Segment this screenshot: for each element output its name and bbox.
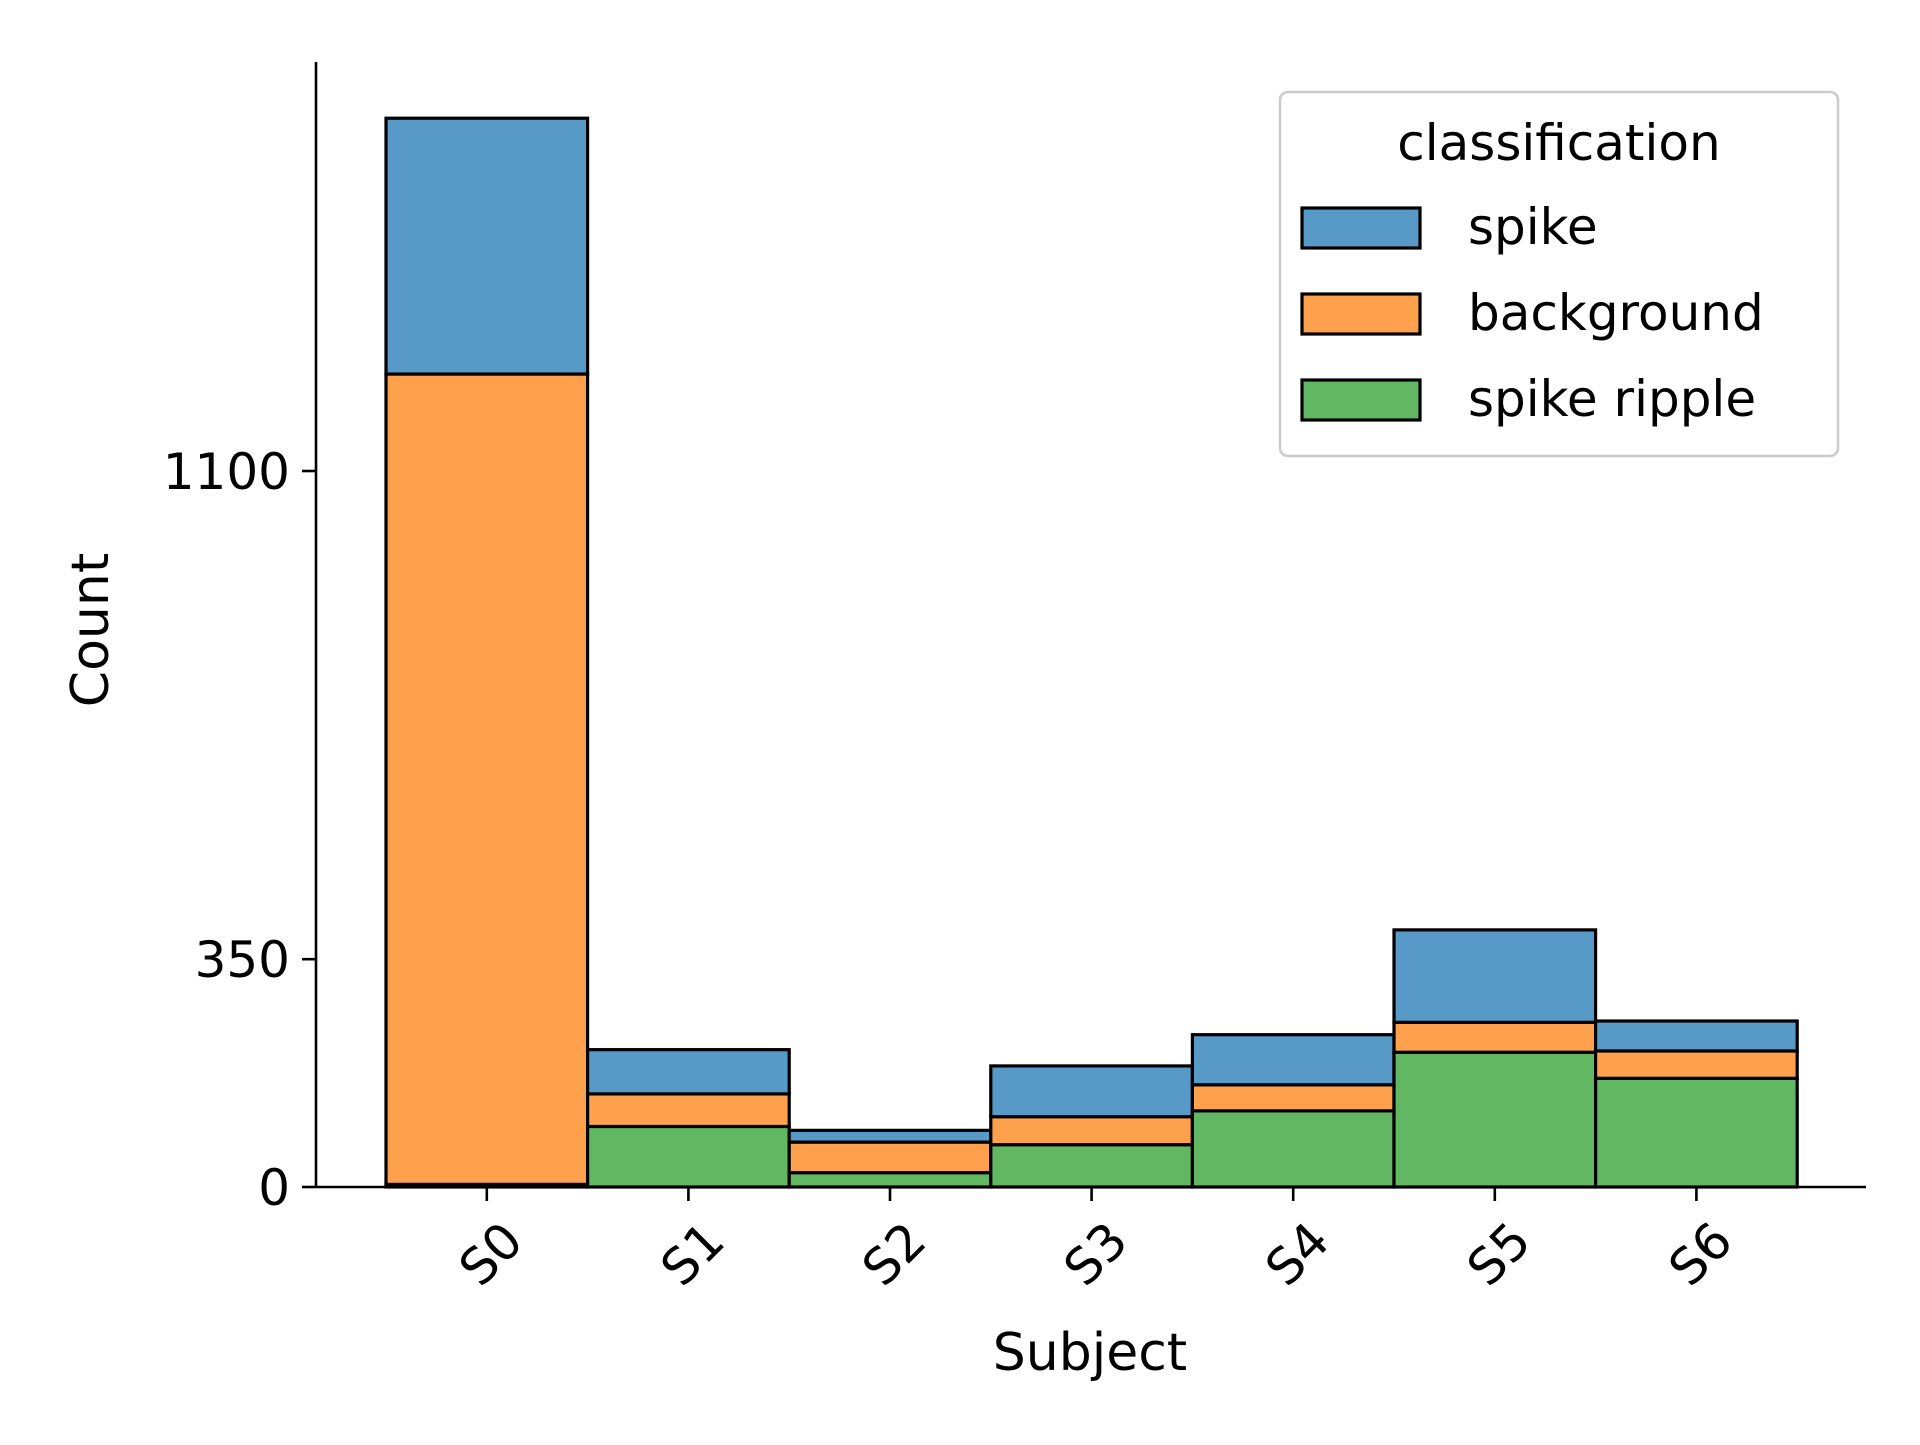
bar-S5-spike	[1392, 928, 1598, 1024]
x-tick-label-S1: S1	[650, 1211, 736, 1297]
bar-S4-spike	[1190, 1033, 1396, 1087]
bar-S2-background	[787, 1140, 993, 1175]
legend-label-spike: spike	[1468, 198, 1598, 256]
bar-S3-spike	[989, 1064, 1194, 1119]
y-tick-label-0: 0	[258, 1159, 290, 1217]
legend-title: classification	[1397, 114, 1720, 172]
legend-label-spike-ripple: spike ripple	[1468, 370, 1756, 428]
legend: classification spike background spike rippl…	[1278, 90, 1840, 458]
bar-S4-spike-ripple	[1190, 1109, 1396, 1189]
bar-S1-spike-ripple	[585, 1124, 791, 1189]
x-tick-label-S0: S0	[448, 1211, 534, 1297]
bar-S2-spike-ripple	[787, 1171, 993, 1189]
bars-layer	[384, 116, 1799, 1189]
bar-S1-spike	[585, 1048, 791, 1096]
bar-S3-background	[989, 1115, 1194, 1147]
y-axis-label: Count	[61, 553, 121, 707]
bar-S4-background	[1190, 1083, 1396, 1113]
legend-frame	[1278, 90, 1840, 458]
legend-swatch-background	[1300, 292, 1422, 336]
bar-S1-background	[585, 1092, 791, 1129]
x-tick-label-S6: S6	[1658, 1211, 1744, 1297]
y-tick-label-350: 350	[195, 931, 290, 989]
bar-S6-spike	[1593, 1019, 1799, 1053]
bar-S3-spike-ripple	[989, 1143, 1194, 1189]
legend-label-background: background	[1468, 284, 1764, 342]
bar-S5-background	[1392, 1020, 1598, 1054]
x-tick-label-S5: S5	[1456, 1211, 1542, 1297]
bar-S6-background	[1593, 1049, 1799, 1080]
y-tick-label-1100: 1100	[163, 443, 290, 501]
legend-swatch-spike-ripple	[1300, 378, 1422, 422]
x-axis-label: Subject	[993, 1323, 1187, 1383]
x-tick-label-S3: S3	[1053, 1211, 1139, 1297]
bar-S6-spike-ripple	[1593, 1076, 1799, 1189]
bar-S0-spike	[384, 116, 590, 376]
legend-swatch-spike	[1300, 206, 1422, 250]
x-tick-label-S4: S4	[1254, 1211, 1340, 1297]
bar-S2-spike	[787, 1128, 993, 1144]
bar-S0-background	[384, 372, 590, 1186]
bar-S5-spike-ripple	[1392, 1050, 1598, 1189]
x-tick-label-S2: S2	[851, 1211, 937, 1297]
